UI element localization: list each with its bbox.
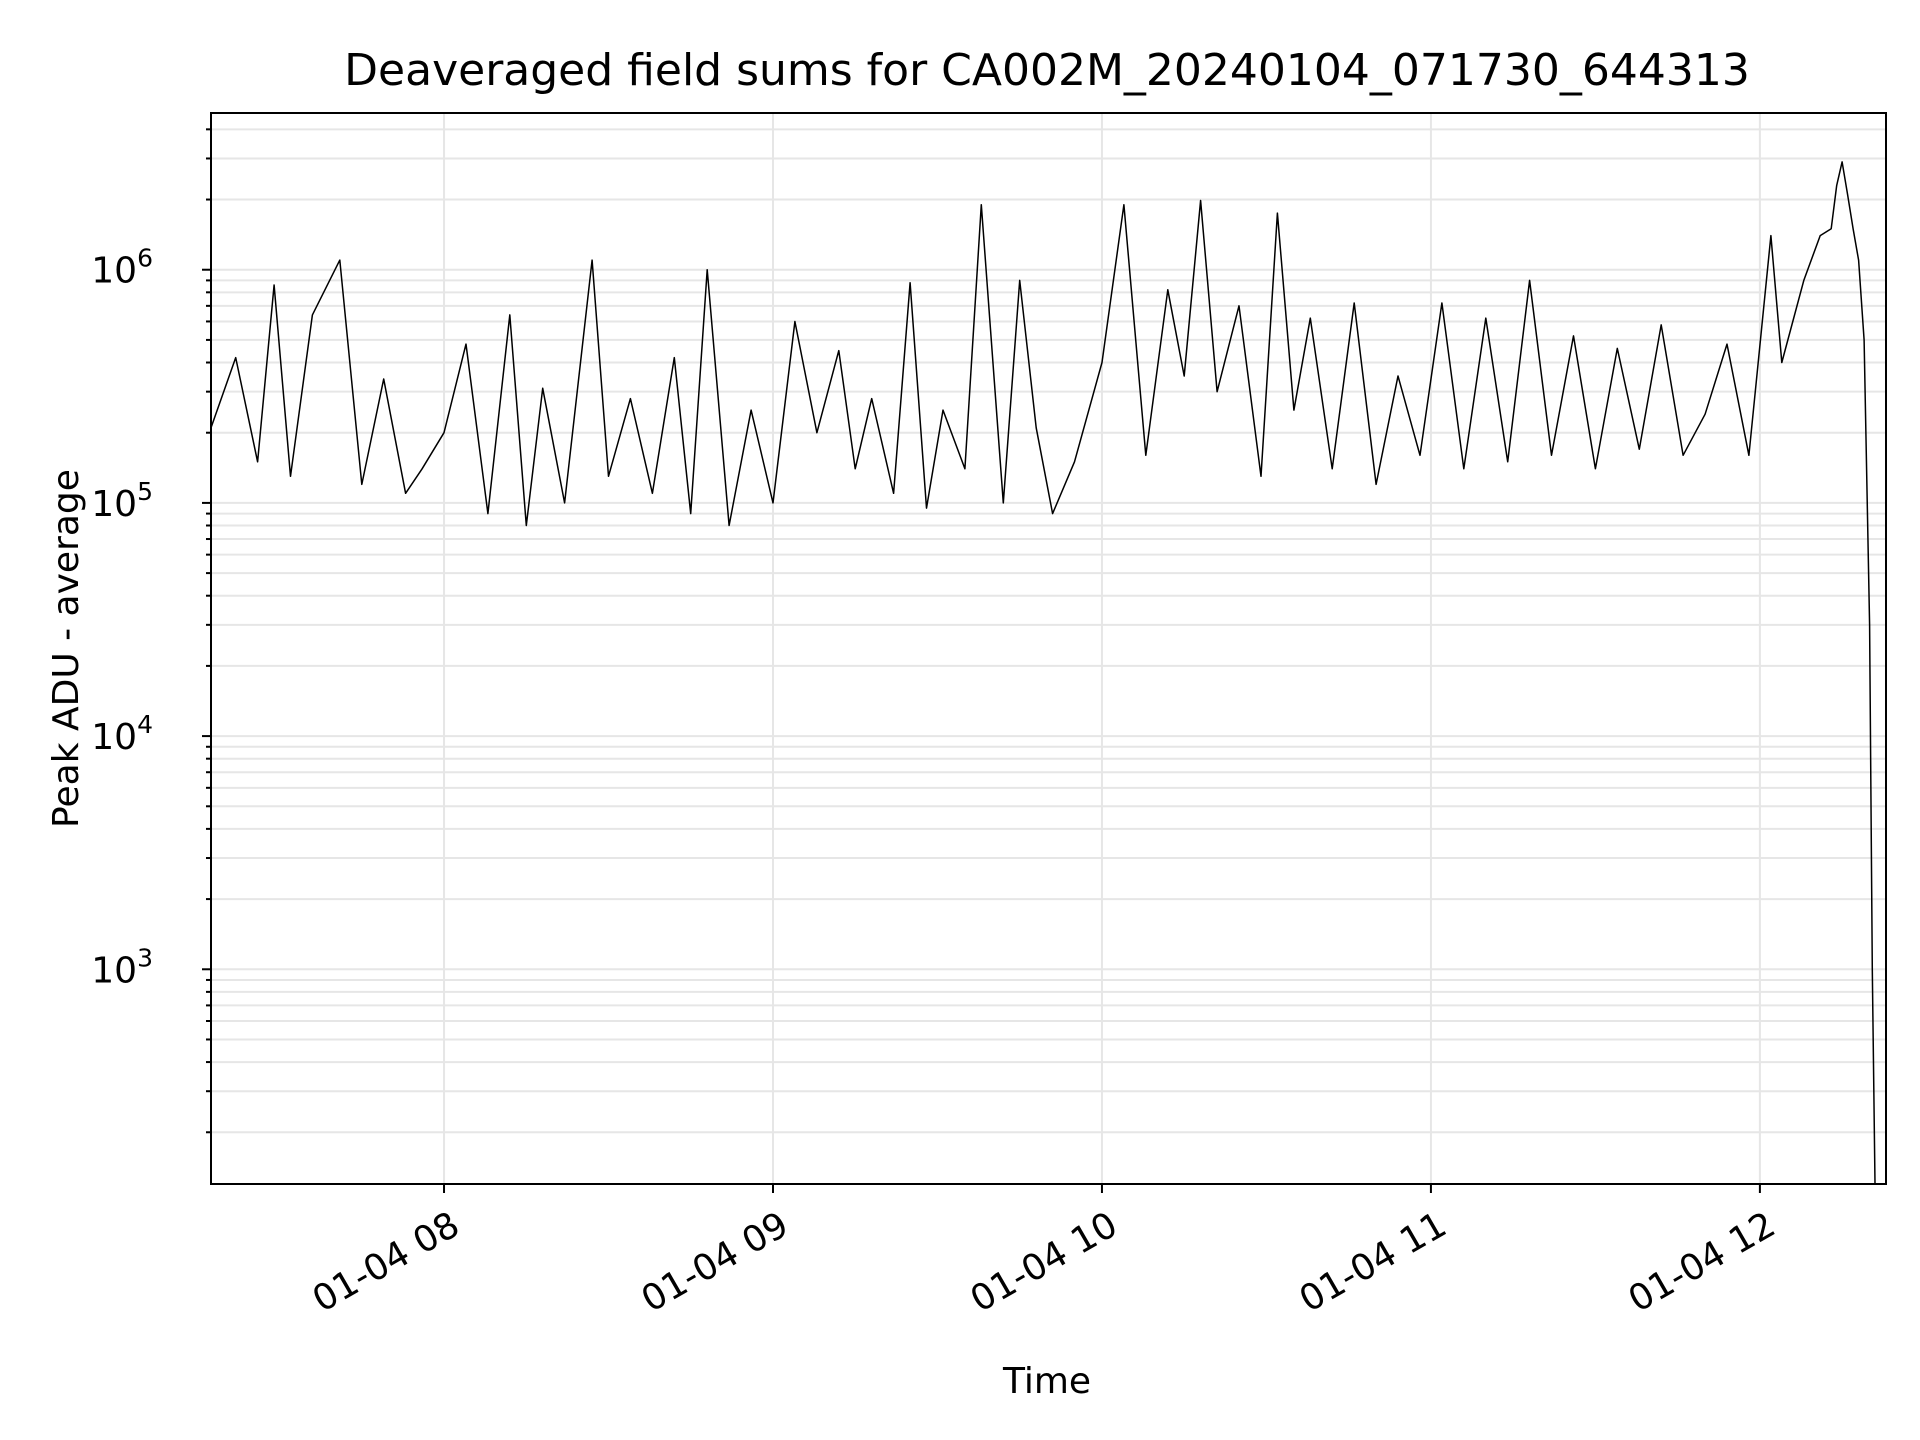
y-tick-label: 105 (91, 477, 153, 525)
x-axis: 01-04 08 01-04 09 01-04 10 01-04 11 01-04 12 (306, 1184, 1783, 1321)
y-axis: 103 104 105 106 (91, 128, 211, 1134)
x-tick-label: 01-04 08 (306, 1204, 467, 1320)
plot-frame (210, 112, 1887, 1185)
y-tick-label: 106 (91, 244, 153, 292)
x-tick-label: 01-04 11 (1293, 1204, 1454, 1320)
x-axis-label: Time (1002, 1361, 1091, 1402)
grid (211, 113, 1886, 1184)
x-tick-label: 01-04 12 (1622, 1204, 1783, 1320)
chart-title: Deaveraged field sums for CA002M_2024010… (344, 45, 1750, 96)
x-tick-label: 01-04 09 (635, 1204, 796, 1320)
series-line (210, 161, 1876, 1185)
y-tick-label: 104 (91, 710, 153, 758)
x-tick-label: 01-04 10 (964, 1204, 1125, 1320)
y-axis-label: Peak ADU - average (46, 469, 87, 828)
y-tick-label: 103 (91, 943, 153, 991)
